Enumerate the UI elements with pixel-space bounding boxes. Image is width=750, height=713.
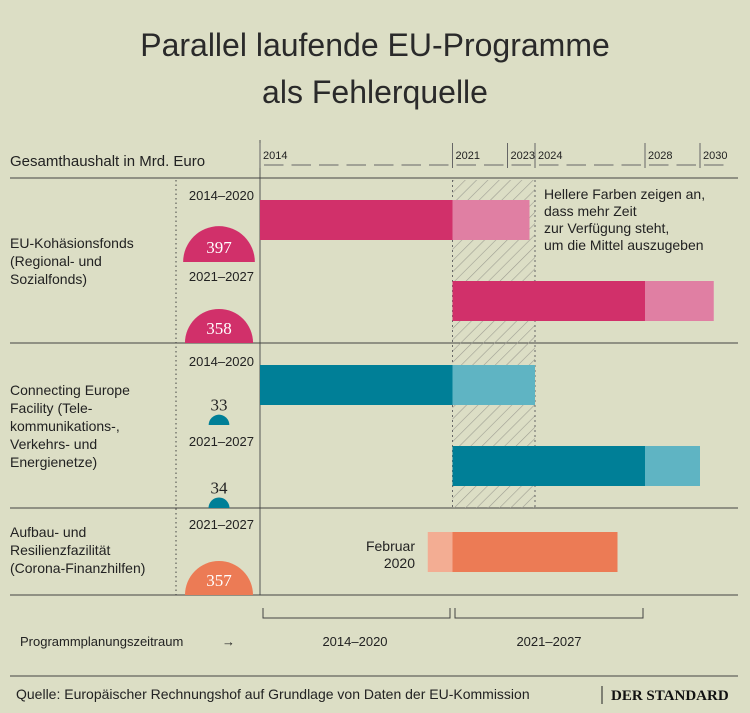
group-label-line: kommunikations-,	[10, 418, 120, 434]
budget-value-label: 397	[206, 238, 232, 257]
note-line-3: zur Verfügung steht,	[544, 220, 669, 236]
budget-value-label: 357	[206, 571, 232, 590]
year-axis: 2014 2021 2023 2024 2028 2030	[259, 143, 727, 168]
axis-tick-label: 2014	[263, 150, 287, 162]
bar-main	[452, 446, 645, 486]
axis-tick-label: 2028	[648, 150, 672, 162]
budget-value-label: 34	[211, 479, 229, 498]
brand-logo: DER STANDARD	[611, 688, 729, 704]
program-period-label: 2021–2027	[189, 517, 254, 532]
group-label-line: Connecting Europe	[10, 382, 130, 398]
axis-tick-label: 2021	[456, 150, 480, 162]
program-group: Connecting Europe Facility (Tele-kommunik…	[10, 354, 700, 508]
group-label-line: (Regional- und	[10, 253, 102, 269]
program-period-label: 2014–2020	[189, 188, 254, 203]
bar-main	[260, 365, 453, 405]
group-label-line: EU-Kohäsionsfonds	[10, 235, 134, 251]
period-bracket-2	[454, 608, 644, 619]
feb-label-line1: Februar	[366, 538, 415, 554]
note-line-2: dass mehr Zeit	[544, 203, 637, 219]
program-period-label: 2021–2027	[189, 269, 254, 284]
axis-tick-label: 2023	[511, 150, 535, 162]
bar-extended	[452, 365, 535, 405]
bar-extended	[645, 446, 700, 486]
period-footer-label: Programmplanungszeitraum	[20, 634, 183, 649]
group-label-line: Energienetze)	[10, 454, 97, 470]
axis-tick-label: 2024	[538, 150, 562, 162]
bar-main	[452, 532, 618, 572]
axis-tick-label: 2030	[703, 150, 727, 162]
group-label-line: Verkehrs- und	[10, 436, 97, 452]
bar-pre-start	[427, 532, 453, 572]
group-label-line: (Corona-Finanzhilfen)	[10, 560, 145, 576]
chart-title-line1: Parallel laufende EU-Programme	[140, 27, 610, 63]
group-label-line: Sozialfonds)	[10, 271, 87, 287]
budget-semicircle	[183, 226, 255, 262]
budget-value-label: 33	[211, 396, 228, 415]
group-label-line: Aufbau- und	[10, 524, 86, 540]
bar-main	[452, 281, 645, 321]
program-period-label: 2021–2027	[189, 434, 254, 449]
budget-semicircle	[184, 308, 254, 343]
budget-semicircle	[184, 560, 254, 595]
budget-header-label: Gesamthaushalt in Mrd. Euro	[10, 153, 205, 170]
bar-extended	[645, 281, 714, 321]
period-label-2: 2021–2027	[516, 634, 581, 649]
chart-title-line2: als Fehlerquelle	[262, 74, 488, 110]
budget-value-label: 358	[206, 319, 232, 338]
source-text: Quelle: Europäischer Rechnungshof auf Gr…	[16, 686, 530, 702]
program-groups: EU-Kohäsionsfonds (Regional- und Sozialfon…	[10, 188, 714, 595]
budget-semicircle	[208, 414, 230, 425]
bar-main	[260, 200, 453, 240]
program-group: Aufbau- und Resilienzfazilität (Corona-Fin…	[10, 517, 618, 595]
period-bracket-1	[262, 608, 451, 619]
arrow-icon: →	[222, 634, 235, 649]
program-group: EU-Kohäsionsfonds (Regional- und Sozialfon…	[10, 188, 714, 343]
period-label-1: 2014–2020	[322, 634, 387, 649]
note-line-4: um die Mittel auszugeben	[544, 237, 704, 253]
group-label-line: Facility (Tele-	[10, 400, 93, 416]
feb-label-line2: 2020	[384, 555, 415, 571]
budget-semicircle	[208, 497, 230, 508]
note-line-1: Hellere Farben zeigen an,	[544, 186, 705, 202]
group-label-line: Resilienzfazilität	[10, 542, 110, 558]
program-period-label: 2014–2020	[189, 354, 254, 369]
bar-extended	[452, 200, 530, 240]
